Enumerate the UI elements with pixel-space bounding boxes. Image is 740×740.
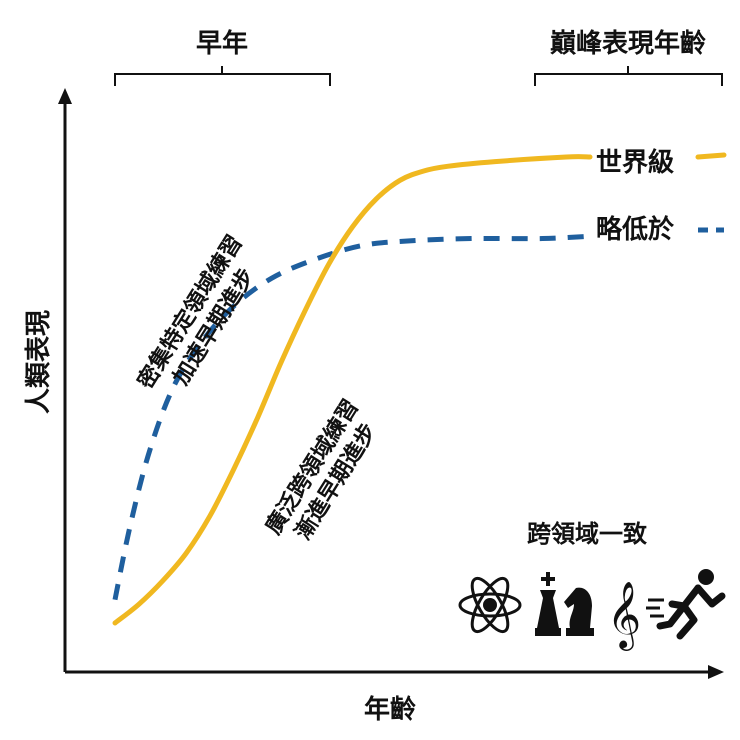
y-axis-label: 人類表現	[24, 310, 54, 414]
series-label-worldclass: 世界級	[596, 147, 674, 178]
legend-title: 跨領域一致	[527, 519, 648, 548]
series-tail-worldclass	[695, 152, 727, 160]
annotation-lower: 密集特定領域練習 加速早期進步	[133, 230, 260, 393]
treble-clef-icon: 𝄞	[607, 580, 641, 651]
series-line-lower	[112, 233, 591, 601]
runner-icon	[646, 569, 726, 640]
bracket-peak	[534, 66, 723, 86]
x-axis-arrow	[708, 665, 724, 679]
atom-icon	[458, 576, 522, 634]
y-axis-arrow	[58, 88, 72, 104]
series-line-worldclass	[112, 154, 593, 626]
series-label-lower: 略低於	[596, 214, 674, 245]
annotation-world: 廣泛跨領域練習 漸進早期進步	[260, 395, 382, 545]
bracket-peak-label: 巔峰表現年齡	[550, 28, 706, 59]
x-axis-label: 年齡	[364, 694, 416, 725]
bracket-early-label: 早年	[196, 28, 248, 59]
bracket-early	[114, 66, 331, 86]
chess-icon	[535, 572, 594, 636]
